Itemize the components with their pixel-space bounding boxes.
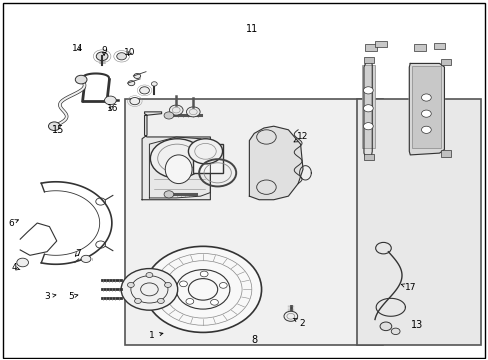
Polygon shape <box>142 112 210 200</box>
Circle shape <box>363 87 372 94</box>
Text: 8: 8 <box>251 334 257 345</box>
Text: 16: 16 <box>107 104 119 113</box>
Text: 9: 9 <box>101 46 107 55</box>
Circle shape <box>140 87 149 94</box>
Bar <box>356 99 480 345</box>
Bar <box>413 44 425 51</box>
Circle shape <box>81 255 91 262</box>
Circle shape <box>144 246 261 332</box>
Circle shape <box>188 139 222 164</box>
Circle shape <box>130 98 140 105</box>
Text: 2: 2 <box>293 319 304 328</box>
Bar <box>364 154 373 160</box>
Text: 13: 13 <box>410 320 423 330</box>
Text: 7: 7 <box>75 249 81 258</box>
Circle shape <box>164 283 171 287</box>
Circle shape <box>48 122 60 131</box>
Bar <box>193 144 222 173</box>
Circle shape <box>185 298 193 304</box>
Text: 17: 17 <box>401 283 415 292</box>
Circle shape <box>127 283 134 287</box>
Text: 14: 14 <box>72 44 83 53</box>
Text: 12: 12 <box>293 132 308 142</box>
Circle shape <box>150 139 203 178</box>
Circle shape <box>151 82 157 86</box>
Circle shape <box>379 322 391 330</box>
Bar <box>361 65 374 148</box>
Circle shape <box>363 105 372 112</box>
Circle shape <box>210 300 218 305</box>
Text: 3: 3 <box>44 292 56 301</box>
Circle shape <box>421 110 430 117</box>
Text: 11: 11 <box>245 24 257 35</box>
Bar <box>440 150 450 157</box>
Circle shape <box>134 73 141 78</box>
Circle shape <box>186 107 200 117</box>
Text: 1: 1 <box>149 332 163 341</box>
Bar <box>433 42 445 49</box>
Polygon shape <box>408 63 444 155</box>
Circle shape <box>219 283 227 288</box>
Text: 4: 4 <box>12 264 20 273</box>
Circle shape <box>390 328 399 334</box>
Circle shape <box>75 75 87 84</box>
Text: 10: 10 <box>124 48 135 57</box>
Circle shape <box>121 269 177 310</box>
Bar <box>365 44 376 51</box>
Circle shape <box>96 52 108 60</box>
Circle shape <box>134 298 141 303</box>
Bar <box>125 99 383 345</box>
Circle shape <box>284 311 297 321</box>
Circle shape <box>179 281 187 287</box>
Ellipse shape <box>165 155 192 184</box>
Circle shape <box>421 94 430 101</box>
Bar <box>374 41 386 47</box>
Text: 15: 15 <box>52 125 64 135</box>
Circle shape <box>375 242 390 254</box>
Circle shape <box>421 126 430 134</box>
Text: 6: 6 <box>8 219 19 228</box>
Circle shape <box>117 53 126 60</box>
Circle shape <box>163 191 173 198</box>
Circle shape <box>146 273 153 278</box>
Circle shape <box>169 105 183 115</box>
Polygon shape <box>363 60 371 158</box>
Circle shape <box>128 81 135 86</box>
Bar <box>440 59 450 65</box>
Text: 5: 5 <box>68 292 78 301</box>
Circle shape <box>17 258 28 267</box>
Bar <box>364 57 373 63</box>
Circle shape <box>200 271 207 277</box>
Bar <box>411 66 440 148</box>
Polygon shape <box>249 126 303 200</box>
Circle shape <box>104 96 116 105</box>
Circle shape <box>163 112 173 119</box>
Circle shape <box>363 123 372 130</box>
Circle shape <box>157 298 164 303</box>
Polygon shape <box>149 137 210 198</box>
